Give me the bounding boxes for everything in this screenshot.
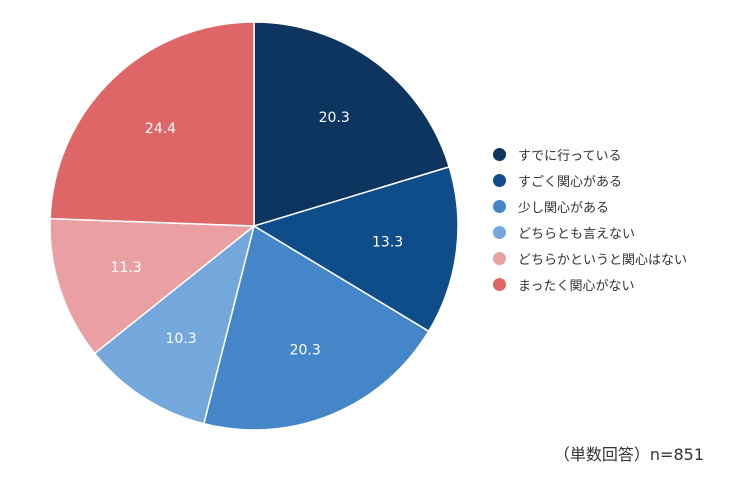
legend-swatch — [493, 251, 506, 265]
slice-value-label: 11.3 — [111, 260, 142, 276]
legend-item: すでに行っている — [493, 141, 687, 167]
legend-item: どちらかというと関心はない — [493, 245, 687, 271]
legend-label: どちらかというと関心はない — [518, 252, 688, 268]
slice-value-label: 13.3 — [372, 235, 403, 251]
legend-item: すごく関心がある — [493, 167, 687, 193]
slice-value-label: 10.3 — [166, 331, 197, 347]
sample-note: （単数回答）n=851 — [553, 445, 704, 464]
legend-swatch — [493, 199, 506, 213]
legend-label: まったく関心がない — [518, 278, 635, 294]
legend-swatch — [493, 147, 506, 161]
pie-slice — [253, 21, 450, 227]
legend: すでに行っている すごく関心がある 少し関心があるどちらとも言えないどちらかというと… — [493, 141, 687, 297]
legend-item: 少し関心がある — [493, 193, 687, 219]
legend-label: どちらとも言えない — [518, 226, 636, 242]
pie-slice — [49, 217, 255, 355]
pie-slice — [203, 225, 430, 431]
pie-slice — [93, 225, 255, 425]
legend-swatch — [493, 225, 506, 239]
legend-swatch — [493, 277, 506, 291]
legend-label: すでに行っている — [518, 148, 622, 164]
slice-value-label: 24.4 — [145, 121, 176, 137]
legend-label: 少し関心がある — [518, 200, 610, 216]
legend-item: まったく関心がない — [493, 271, 687, 297]
slice-value-label: 20.3 — [319, 110, 350, 126]
pie-slice — [253, 166, 459, 333]
pie-chart: 20.3 13.3 20.3 10.3 11.3 24.4 — [49, 21, 459, 431]
pie-slice — [49, 21, 255, 227]
legend-item: どちらとも言えない — [493, 219, 687, 245]
legend-swatch — [493, 173, 506, 187]
legend-label: すごく関心がある — [518, 174, 623, 190]
slice-value-label: 20.3 — [290, 343, 321, 359]
